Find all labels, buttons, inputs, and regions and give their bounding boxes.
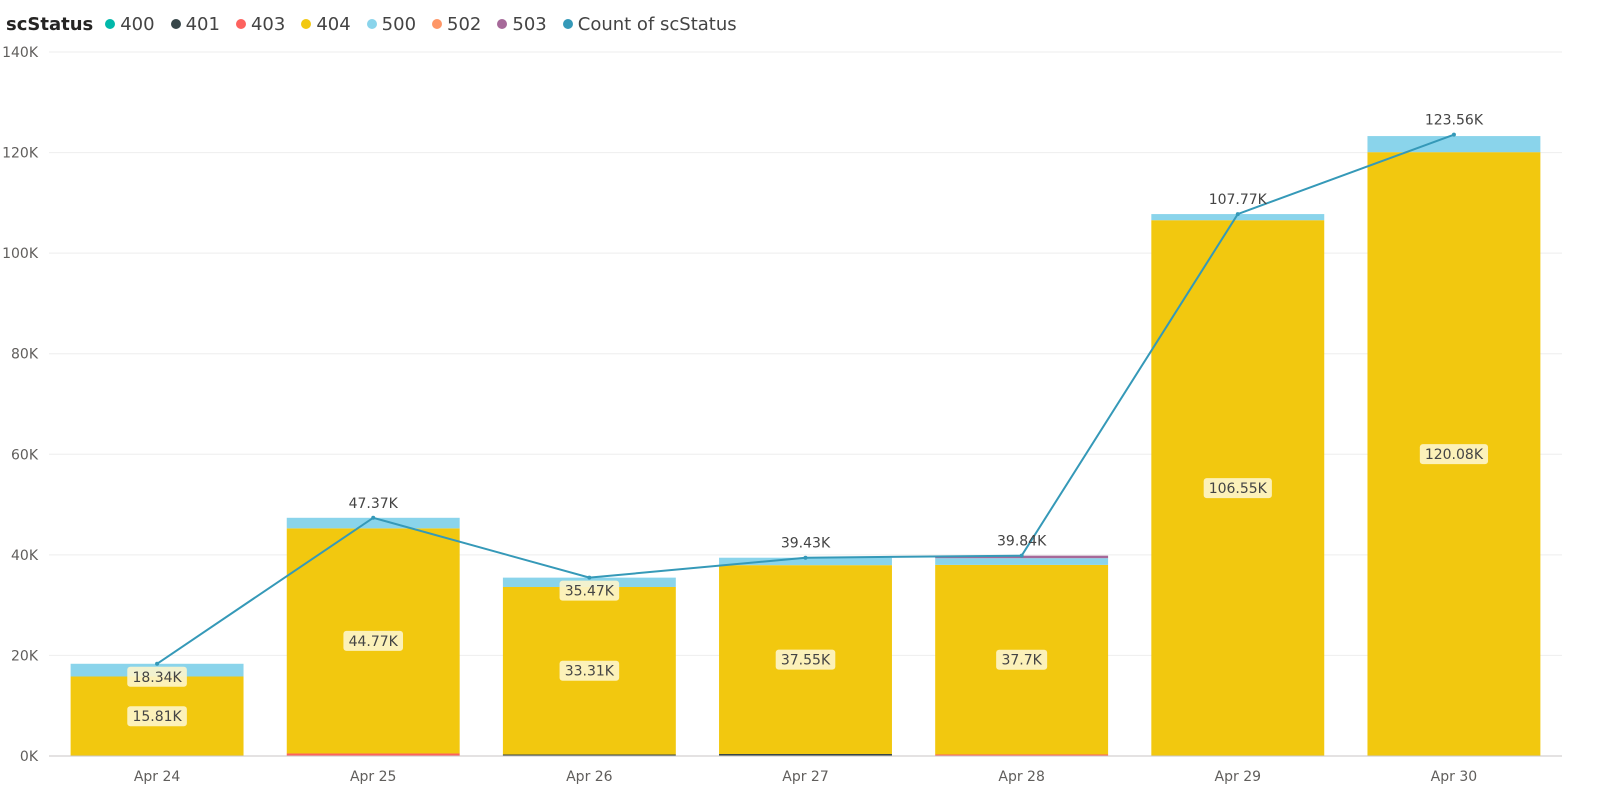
y-tick-label: 80K [11, 347, 39, 363]
data-labels: 15.81K 44.77K 33.31K 37.55K 37.7K 106.55K 120.… [127, 113, 1489, 727]
legend-item-400[interactable]: 400 [105, 13, 155, 35]
legend-item-403[interactable]: 403 [235, 13, 286, 35]
segment-data-label: 37.7K [1001, 653, 1042, 669]
legend-item-503[interactable]: 503 [497, 13, 547, 35]
bar-segment-403[interactable] [935, 754, 1109, 756]
count-line [155, 132, 1456, 666]
line-point[interactable] [1451, 132, 1456, 137]
legend-label: 401 [185, 13, 220, 35]
bar-segment-500[interactable] [286, 517, 460, 529]
x-tick-label: Apr 28 [998, 769, 1044, 785]
x-tick-label: Apr 24 [134, 769, 181, 785]
line-point[interactable] [1235, 212, 1240, 217]
segment-data-label: 120.08K [1425, 447, 1484, 463]
y-tick-label: 140K [2, 45, 39, 61]
bar-segment-500[interactable] [1151, 214, 1325, 221]
line-data-label: 47.37K [349, 496, 399, 512]
legend-item-500[interactable]: 500 [366, 13, 417, 35]
bar-segment-401[interactable] [502, 754, 676, 756]
line-data-label: 35.47K [565, 584, 615, 600]
legend-marker-icon [432, 19, 443, 29]
line-data-label-background [559, 580, 620, 601]
legend-item-count-of-scstatus[interactable]: Count of scStatus [562, 13, 737, 35]
segment-data-label-background [996, 649, 1048, 670]
x-tick-label: Apr 29 [1215, 769, 1261, 785]
bar-segment-500[interactable] [719, 557, 892, 566]
line-point[interactable] [1019, 553, 1024, 558]
legend-item-502[interactable]: 502 [432, 14, 481, 35]
line-point[interactable] [371, 515, 376, 520]
y-tick-label: 40K [11, 548, 39, 564]
legend-marker-icon [105, 19, 116, 29]
line-point[interactable] [155, 661, 160, 666]
legend-item-404[interactable]: 404 [301, 13, 351, 35]
line-data-label: 39.43K [781, 536, 831, 552]
segment-data-label: 33.31K [565, 664, 615, 680]
segment-data-label-background [1419, 444, 1489, 465]
segment-data-label-background [775, 649, 836, 670]
line-point[interactable] [587, 575, 592, 580]
y-axis: 0K 20K 40K 60K 80K 100K 120K 140K [2, 45, 39, 765]
line-data-label: 39.84K [997, 534, 1047, 550]
segment-data-label: 37.55K [781, 653, 831, 669]
segment-data-label-background [559, 660, 620, 681]
legend-label: 503 [512, 13, 547, 35]
legend-label: 404 [316, 13, 351, 35]
legend-marker-icon [562, 19, 573, 29]
y-tick-label: 120K [2, 146, 39, 162]
legend-label: 502 [447, 13, 482, 35]
legend-title: scStatus [6, 13, 94, 35]
x-axis: Apr 24 Apr 25 Apr 26 Apr 27 Apr 28 Apr 29 Apr … [134, 769, 1477, 785]
legend-item-401[interactable]: 401 [170, 13, 220, 35]
segment-data-label: 106.55K [1209, 481, 1268, 497]
line-data-label: 123.56K [1425, 113, 1484, 129]
x-tick-label: Apr 27 [782, 769, 828, 785]
line-data-label: 18.34K [132, 670, 182, 686]
x-tick-label: Apr 30 [1431, 769, 1477, 785]
y-tick-label: 20K [11, 648, 39, 664]
y-tick-label: 100K [2, 246, 39, 262]
bar-segment-500[interactable] [1367, 136, 1541, 153]
legend-marker-icon [235, 19, 246, 29]
chart-legend: scStatus 400 401 403 404 500 502 503 Count of s… [6, 11, 753, 37]
legend-label: 400 [120, 13, 155, 35]
legend-marker-icon [497, 19, 508, 29]
x-tick-label: Apr 26 [566, 769, 613, 785]
bar-segment-403[interactable] [286, 753, 460, 756]
segment-data-label-background [127, 706, 187, 727]
legend-marker-icon [366, 19, 377, 29]
y-tick-label: 60K [11, 447, 39, 463]
segment-data-label-background [343, 630, 404, 651]
x-tick-label: Apr 25 [350, 769, 396, 785]
bar-segment-500[interactable] [935, 558, 1109, 565]
line-data-label-background [127, 666, 187, 687]
segment-data-label-background [1203, 478, 1272, 499]
line-data-label: 107.77K [1209, 192, 1268, 208]
bar-segment-401[interactable] [719, 753, 892, 756]
line-point[interactable] [803, 555, 808, 560]
legend-label: 403 [250, 13, 286, 35]
legend-marker-icon [301, 19, 312, 29]
segment-data-label: 15.81K [132, 709, 182, 725]
segment-data-label: 44.77K [349, 634, 399, 650]
legend-label: Count of scStatus [577, 13, 737, 35]
legend-label: 500 [381, 13, 417, 35]
y-tick-label: 0K [20, 749, 39, 765]
legend-marker-icon [170, 19, 181, 29]
